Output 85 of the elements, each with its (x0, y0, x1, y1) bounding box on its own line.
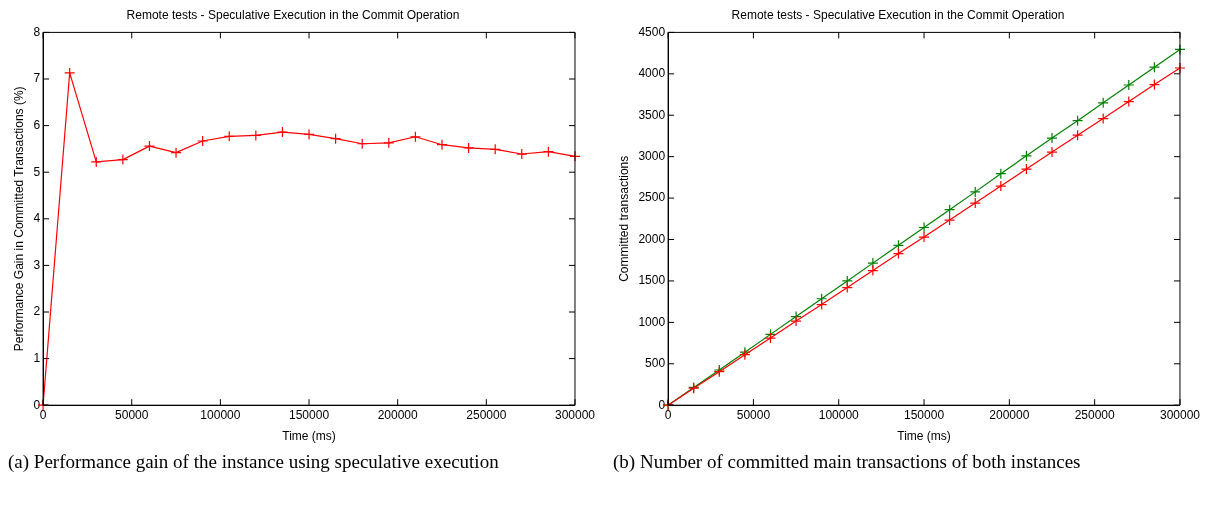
x-tick-label: 150000 (904, 407, 945, 422)
y-tick-label: 8 (33, 24, 41, 39)
x-axis-title: Time (ms) (897, 429, 951, 444)
y-tick-label: 3000 (638, 148, 666, 163)
y-tick-label: 4 (33, 211, 41, 226)
point (1148, 78, 1160, 91)
point (64, 67, 76, 79)
point (489, 143, 501, 155)
y-tick-label: 500 (645, 356, 666, 371)
y-tick-label: 4500 (638, 24, 666, 39)
point (790, 315, 802, 327)
point (223, 130, 235, 142)
x-tick-label: 250000 (1074, 407, 1116, 422)
point (995, 168, 1007, 180)
y-tick-label: 3500 (638, 107, 666, 122)
point (276, 126, 289, 138)
chart-title: Remote tests - Speculative Execution in the Commit Operation (126, 7, 460, 22)
y-tick-label: 2 (33, 304, 41, 319)
y-tick-label: 2500 (638, 190, 666, 205)
point (892, 248, 905, 260)
y-tick-label: 0 (33, 397, 41, 412)
x-tick-label: 50000 (115, 407, 149, 422)
point (303, 128, 315, 141)
point (816, 298, 828, 311)
point (1072, 129, 1084, 141)
text: (a) Performance gain of the instance using speculative execution (8, 450, 500, 474)
point (117, 154, 129, 166)
point (542, 146, 554, 158)
point (250, 129, 262, 141)
point (1020, 163, 1033, 175)
y-tick-label: 6 (33, 117, 41, 132)
point (969, 186, 981, 198)
x-tick-label: 100000 (200, 407, 241, 422)
point (90, 156, 102, 168)
point (918, 231, 930, 243)
x-tick-label: 50000 (736, 407, 771, 422)
x-axis-title: Time (ms) (282, 429, 336, 444)
point (1148, 61, 1160, 73)
point (944, 214, 956, 226)
point (330, 133, 342, 145)
point (944, 204, 956, 216)
y-tick-label: 1 (33, 350, 41, 365)
x-tick-label: 300000 (554, 407, 596, 422)
point (1123, 79, 1135, 91)
x-tick-label: 100000 (818, 407, 860, 422)
point (1097, 97, 1109, 109)
point (197, 135, 209, 147)
y-axis-title: Committed transactions (616, 155, 631, 282)
y-tick-label: 2000 (638, 231, 666, 246)
point (1123, 95, 1135, 108)
text: (b) Number of committed main transactions of both instances (613, 450, 1082, 474)
point (463, 142, 475, 154)
y-tick-label: 4000 (638, 66, 666, 81)
point (143, 140, 156, 152)
point (918, 221, 930, 234)
x-tick-label: 200000 (377, 407, 419, 422)
point (892, 239, 905, 251)
chart-title: Remote tests - Speculative Execution in the Commit Operation (731, 7, 1065, 22)
point (170, 147, 182, 159)
point (516, 148, 528, 160)
y-tick-label: 1000 (638, 314, 666, 329)
point (1097, 112, 1109, 125)
x-tick-label: 250000 (466, 407, 507, 422)
point (867, 264, 879, 277)
point (436, 139, 448, 151)
point (1046, 146, 1058, 158)
point (841, 281, 853, 294)
y-tick-label: 5 (33, 164, 41, 179)
y-tick-label: 0 (658, 397, 666, 412)
x-tick-label: 300000 (1159, 407, 1201, 422)
point (969, 197, 981, 209)
point (1020, 150, 1033, 162)
point (1072, 115, 1084, 127)
point (995, 180, 1007, 192)
y-tick-label: 3 (33, 257, 41, 272)
point (409, 131, 422, 143)
y-tick-label: 1500 (638, 273, 666, 288)
y-axis-title: Performance Gain in Committed Transactions (%) (11, 86, 26, 352)
x-tick-label: 150000 (289, 407, 330, 422)
x-tick-label: 200000 (989, 407, 1030, 422)
point (356, 138, 368, 150)
point (383, 137, 395, 149)
point (764, 332, 777, 344)
y-tick-label: 7 (33, 71, 41, 86)
point (1046, 132, 1058, 144)
